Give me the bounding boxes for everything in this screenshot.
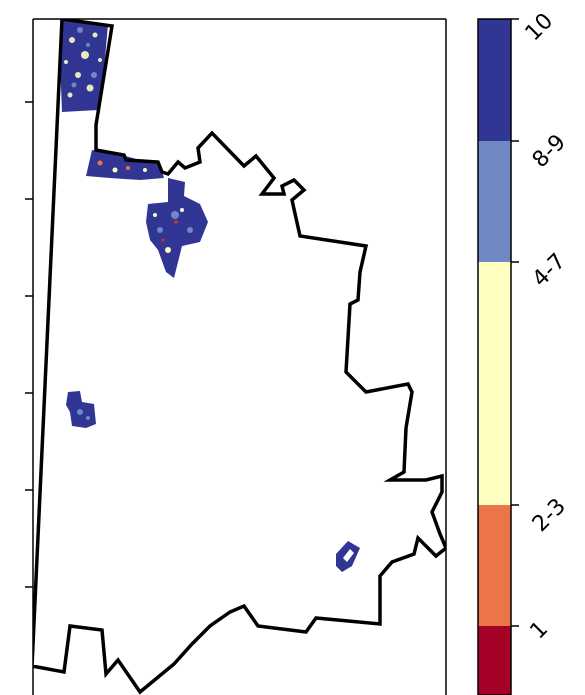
patch-small-right (336, 541, 360, 572)
region-boundary (33, 19, 446, 695)
colorbar-segment-4-7 (478, 262, 511, 505)
map-axes (32, 18, 447, 695)
colorbar-tick-label-8-9: 8-9 (528, 130, 571, 173)
colorbar-tick-label-2-3: 2-3 (528, 494, 571, 537)
colorbar-frame (477, 18, 512, 695)
data-patches (60, 20, 360, 572)
colorbar: 10 8-9 4-7 2-3 1 (477, 9, 571, 695)
colorbar-tick-label-1: 1 (526, 617, 554, 645)
colorbar-segment-1 (478, 626, 511, 695)
patch-upper-band (86, 150, 164, 180)
patch-middle (146, 178, 208, 278)
y-axis-ticks (25, 101, 33, 588)
colorbar-segment-2-3 (478, 505, 511, 626)
colorbar-tick-label-4-7: 4-7 (528, 249, 571, 292)
colorbar-segment-8-9 (478, 141, 511, 262)
colorbar-segment-10 (478, 19, 511, 141)
colorbar-tick-label-10: 10 (521, 9, 558, 46)
patch-top-strip-mid (71, 27, 97, 88)
patch-top-strip-detail (64, 32, 102, 98)
